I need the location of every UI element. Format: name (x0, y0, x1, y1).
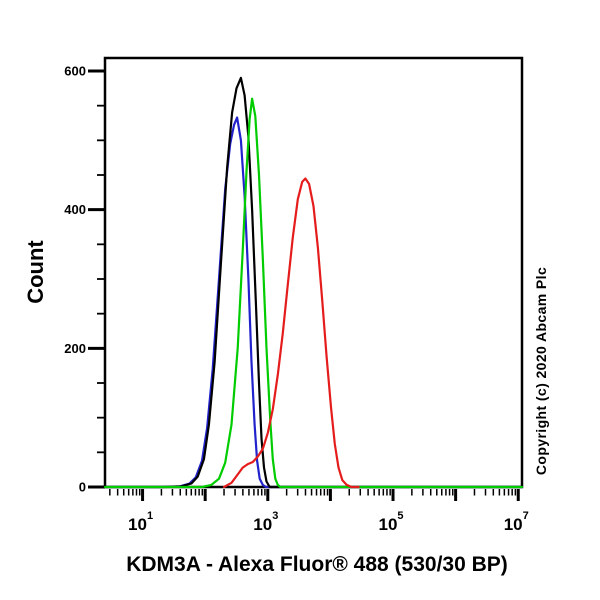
curve-blue (103, 116, 524, 489)
x-tick-label: 107 (504, 510, 529, 534)
y-tick-label: 0 (79, 480, 86, 495)
x-tick-label: 105 (378, 510, 403, 534)
curve-green (103, 97, 524, 489)
curve-black (103, 76, 524, 489)
x-tick-label: 103 (253, 510, 278, 534)
copyright-notice: Copyright (c) 2020 Abcam Plc (533, 266, 549, 476)
y-tick-label: 600 (64, 64, 86, 79)
y-axis-title: Count (23, 240, 48, 304)
curve-red (222, 177, 360, 489)
y-tick-label: 400 (64, 202, 86, 217)
x-tick-label: 101 (128, 510, 153, 534)
y-tick-label: 200 (64, 341, 86, 356)
x-axis-title: KDM3A - Alexa Fluor® 488 (530/30 BP) (126, 553, 508, 576)
plot-border (103, 56, 524, 489)
